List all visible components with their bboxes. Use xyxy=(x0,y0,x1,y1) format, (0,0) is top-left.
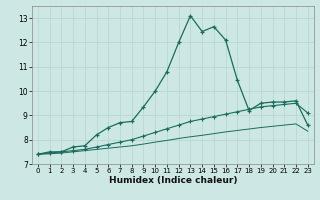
X-axis label: Humidex (Indice chaleur): Humidex (Indice chaleur) xyxy=(108,176,237,185)
